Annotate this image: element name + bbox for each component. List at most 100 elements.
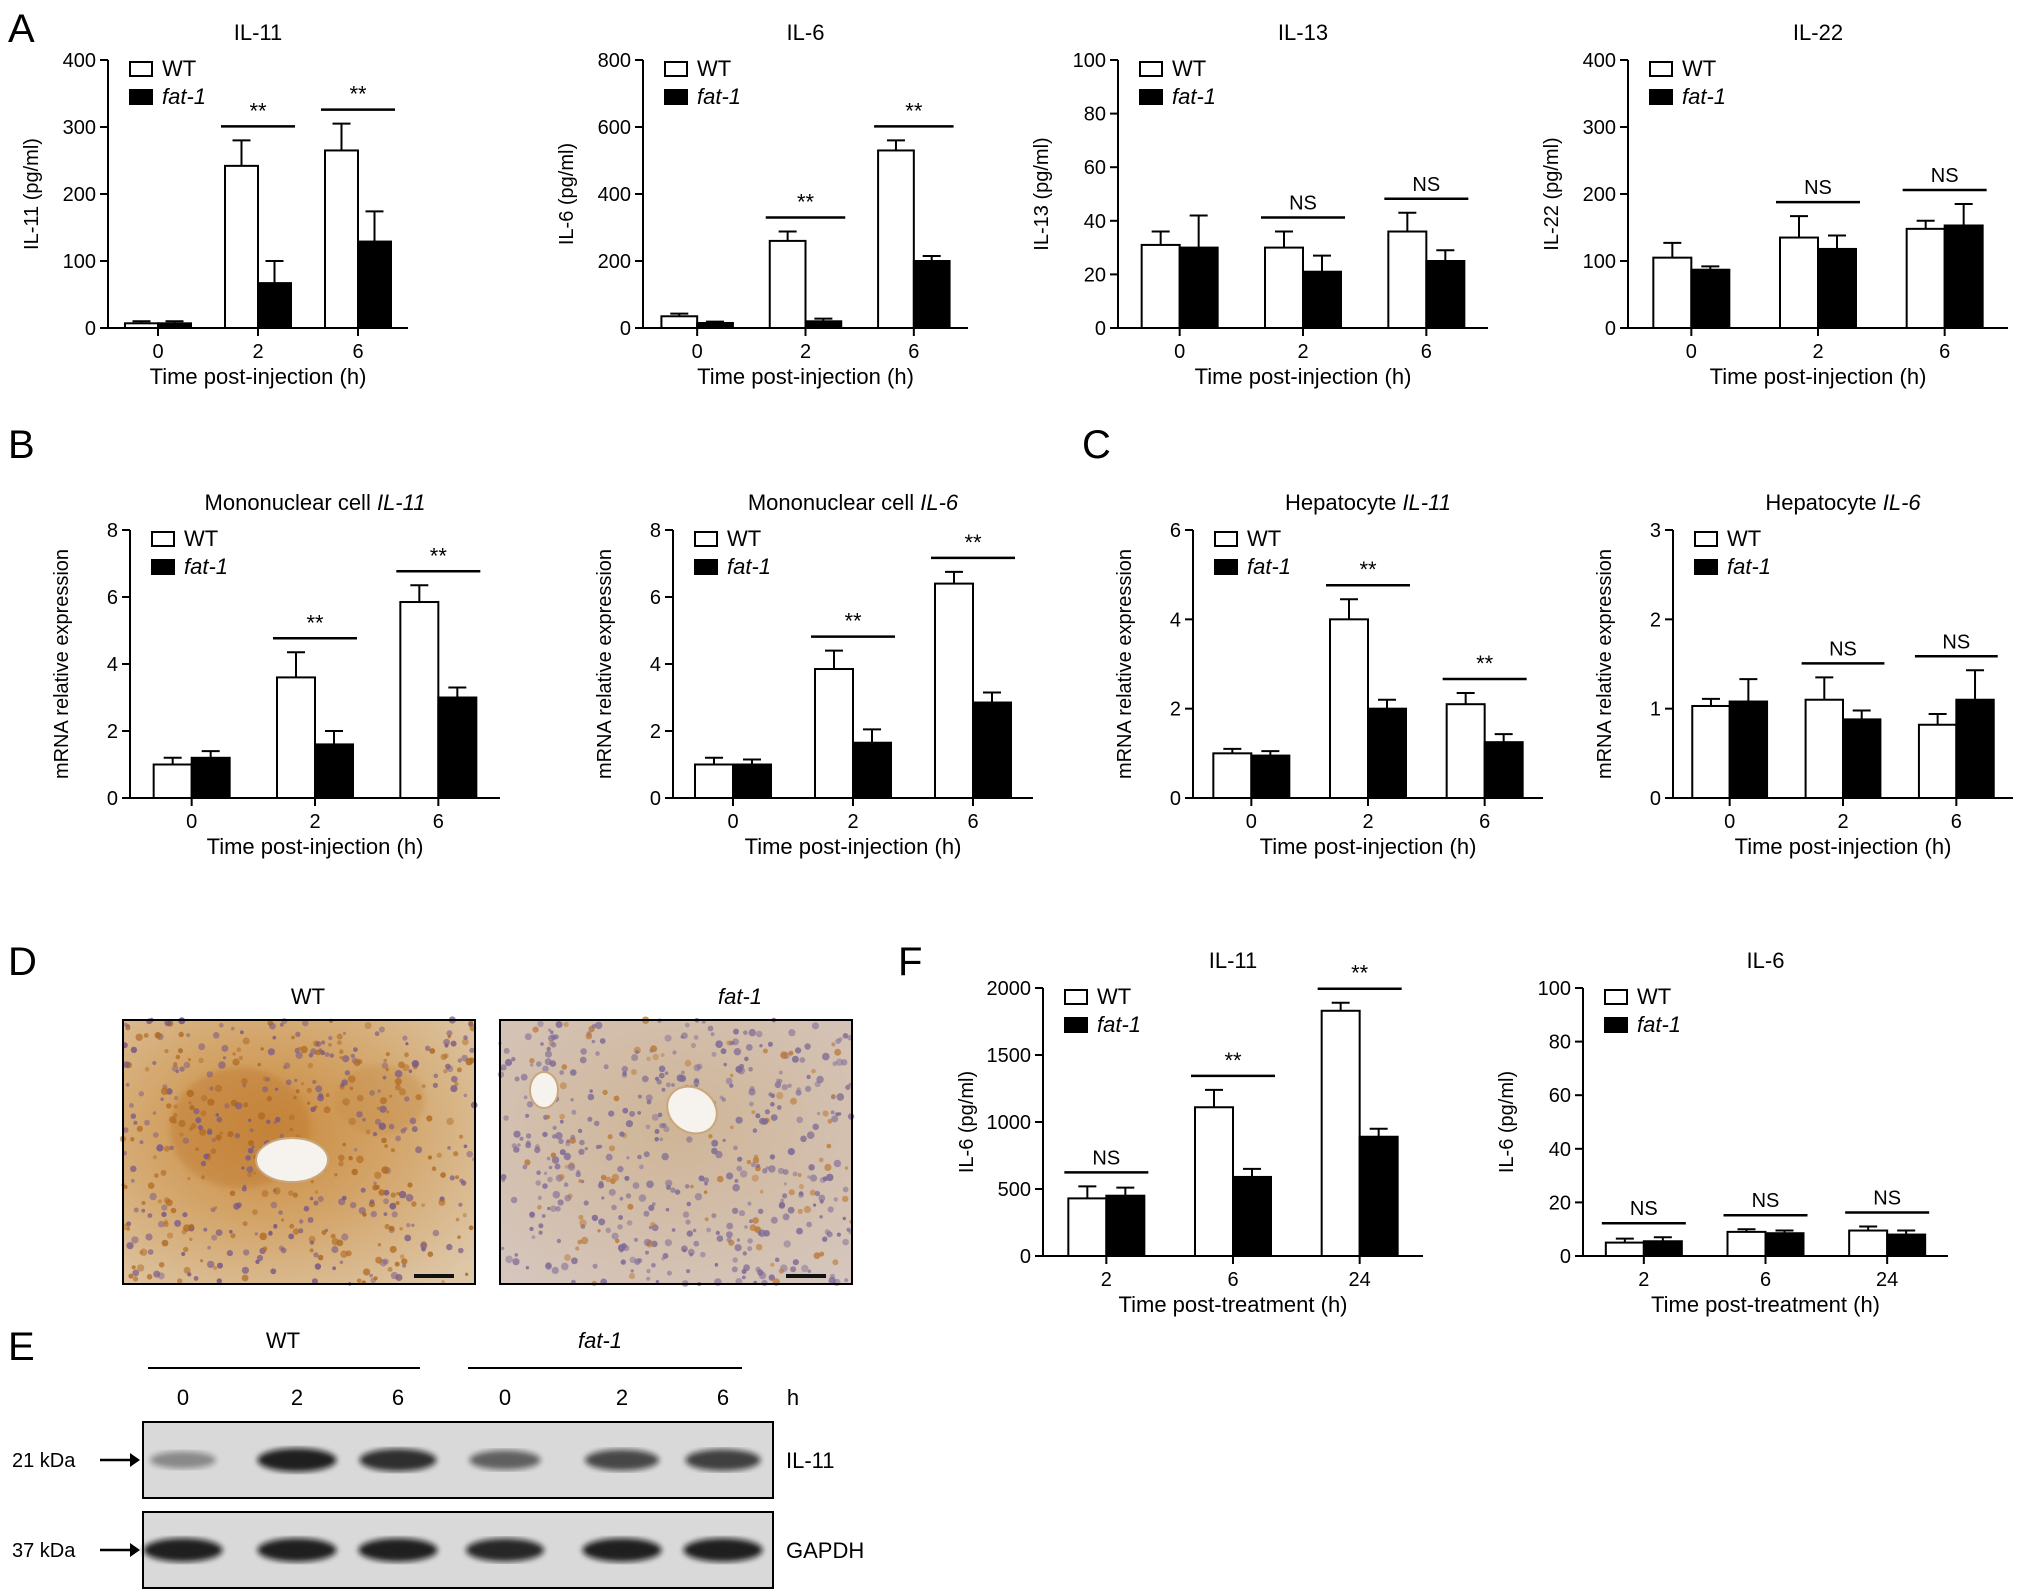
- nucleus-dot: [245, 1155, 251, 1161]
- nucleus-dot: [211, 1138, 216, 1142]
- chart-title: IL-11: [234, 20, 283, 45]
- nucleus-dot: [455, 1175, 459, 1180]
- nucleus-dot: [463, 1093, 468, 1098]
- nucleus-dot: [524, 1033, 532, 1041]
- x-tick-label: 2: [847, 811, 858, 833]
- nucleus-dot: [531, 1235, 536, 1239]
- nucleus-dot: [383, 1058, 388, 1063]
- nucleus-dot: [733, 1048, 742, 1056]
- y-tick-label: 100: [1538, 978, 1571, 1000]
- chart-a-il11: IL-11 0 100 200 300 400 IL-11 (pg/ml) Time post…: [21, 20, 408, 389]
- bar-wt: [877, 149, 915, 329]
- nucleus-dot: [761, 1118, 768, 1125]
- nucleus-dot: [252, 1171, 256, 1175]
- nucleus-dot: [567, 1163, 576, 1171]
- nucleus-dot: [325, 1093, 330, 1098]
- x-tick-label: 6: [908, 341, 919, 363]
- nucleus-dot: [660, 1053, 665, 1057]
- nucleus-dot: [216, 1278, 222, 1284]
- nucleus-dot: [463, 1144, 468, 1149]
- nucleus-dot: [561, 1064, 568, 1070]
- nucleus-dot: [537, 1195, 542, 1200]
- nucleus-dot: [585, 1033, 593, 1040]
- nucleus-dot: [166, 1103, 172, 1109]
- nucleus-dot: [788, 1189, 795, 1196]
- nucleus-dot: [633, 1237, 639, 1242]
- nucleus-dot: [317, 1254, 324, 1261]
- nucleus-dot: [779, 1201, 785, 1208]
- nucleus-dot: [538, 1223, 544, 1229]
- y-tick-label: 0: [1170, 788, 1181, 810]
- nucleus-dot: [383, 1212, 388, 1216]
- nucleus-dot: [686, 1269, 691, 1274]
- nucleus-dot: [292, 1228, 300, 1235]
- wb-band: [585, 1449, 659, 1471]
- y-tick-label: 0: [1095, 318, 1106, 340]
- nucleus-dot: [842, 1216, 846, 1221]
- nucleus-dot: [536, 1170, 541, 1175]
- chart-title: Mononuclear cell IL-11: [205, 490, 426, 515]
- nucleus-dot: [425, 1045, 431, 1052]
- nucleus-dot: [300, 1045, 308, 1054]
- nucleus-dot: [342, 1142, 347, 1147]
- nucleus-dot: [813, 1252, 821, 1259]
- nucleus-dot: [136, 1125, 143, 1132]
- nucleus-dot: [382, 1258, 389, 1265]
- nucleus-dot: [780, 1198, 785, 1203]
- nucleus-dot: [512, 1258, 520, 1266]
- nucleus-dot: [682, 1248, 687, 1253]
- nucleus-dot: [126, 1242, 134, 1250]
- bar-wt: [1691, 704, 1731, 800]
- nucleus-dot: [733, 1028, 739, 1035]
- nucleus-dot: [765, 1166, 769, 1170]
- nucleus-dot: [182, 1212, 188, 1218]
- nucleus-dot: [698, 1175, 705, 1182]
- y-tick-label: 300: [63, 117, 96, 139]
- nucleus-dot: [551, 1034, 557, 1040]
- nucleus-dot: [816, 1111, 821, 1116]
- nucleus-dot: [611, 1173, 619, 1182]
- nucleus-dot: [743, 1264, 750, 1272]
- nucleus-dot: [349, 1086, 354, 1091]
- nucleus-dot: [153, 1270, 161, 1278]
- nucleus-dot: [408, 1069, 413, 1073]
- nucleus-dot: [740, 1170, 748, 1178]
- nucleus-dot: [350, 1053, 355, 1058]
- nucleus-dot: [598, 1218, 606, 1226]
- nucleus-dot: [762, 1048, 768, 1054]
- nucleus-dot: [563, 1182, 569, 1187]
- nucleus-dot: [762, 1168, 768, 1174]
- nucleus-dot: [608, 1145, 616, 1152]
- nucleus-dot: [339, 1055, 343, 1060]
- nucleus-dot: [364, 1022, 372, 1030]
- nucleus-dot: [749, 1219, 753, 1224]
- nucleus-dot: [362, 1117, 366, 1122]
- wb-band: [469, 1450, 541, 1470]
- ihc-panel: WT fat-1: [119, 984, 855, 1287]
- nucleus-dot: [221, 1044, 229, 1052]
- nucleus-dot: [295, 1089, 300, 1094]
- nucleus-dot: [643, 1238, 652, 1247]
- nucleus-dot: [396, 1191, 400, 1196]
- nucleus-dot: [730, 1073, 734, 1078]
- nucleus-dot: [551, 1266, 559, 1274]
- nucleus-dot: [309, 1248, 314, 1253]
- nucleus-dot: [128, 1273, 134, 1279]
- nucleus-dot: [768, 1274, 775, 1281]
- nucleus-dot: [285, 1079, 292, 1086]
- ihc-wt-central-vein: [255, 1137, 329, 1183]
- ihc-fat1-label: fat-1: [718, 984, 762, 1009]
- nucleus-dot: [620, 1259, 626, 1265]
- nucleus-dot: [405, 1042, 409, 1046]
- nucleus-dot: [830, 1110, 835, 1115]
- x-tick-label: 2: [252, 341, 263, 363]
- nucleus-dot: [157, 1199, 162, 1204]
- nucleus-dot: [579, 1139, 585, 1146]
- nucleus-dot: [440, 1172, 446, 1178]
- legend-label-fat1: fat-1: [1172, 84, 1216, 109]
- legend-swatch-wt: [151, 531, 175, 547]
- bar-wt: [1726, 1230, 1767, 1258]
- nucleus-dot: [514, 1253, 519, 1257]
- nucleus-dot: [269, 1022, 276, 1030]
- nucleus-dot: [242, 1083, 247, 1088]
